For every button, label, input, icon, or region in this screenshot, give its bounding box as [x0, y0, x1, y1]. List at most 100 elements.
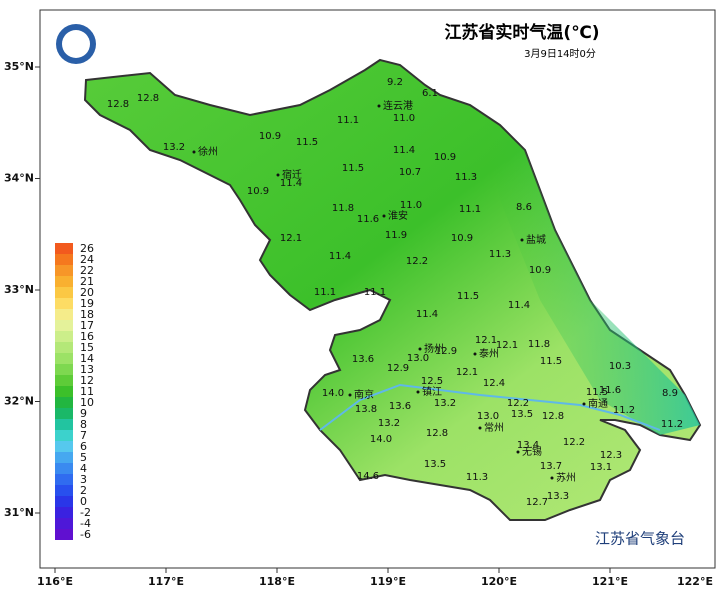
legend-label: 20 — [80, 286, 94, 299]
temperature: 9.2 — [387, 77, 403, 88]
legend-swatch — [55, 331, 73, 342]
temperature: 13.6 — [389, 401, 411, 412]
legend-swatch — [55, 463, 73, 474]
coast-tint — [480, 110, 700, 435]
city-name: 镇江 — [422, 385, 442, 398]
legend-swatch — [55, 474, 73, 485]
legend-swatch — [55, 254, 73, 265]
temperature: 13.2 — [163, 142, 185, 153]
temperature: 11.5 — [342, 163, 364, 174]
legend-swatch — [55, 243, 73, 254]
temperature: 12.8 — [426, 428, 448, 439]
lon-label: 119°E — [370, 575, 406, 588]
temperature: 10.9 — [529, 265, 551, 276]
temperature: 11.5 — [296, 137, 318, 148]
temperature: 12.2 — [507, 398, 529, 409]
city-dot — [418, 347, 422, 351]
city-dot — [516, 450, 520, 454]
temperature: 13.5 — [511, 409, 533, 420]
legend-swatch — [55, 298, 73, 309]
legend-label: 26 — [80, 242, 94, 255]
temperature: 13.6 — [352, 354, 374, 365]
temperature: 11.1 — [337, 115, 359, 126]
legend-label: 18 — [80, 308, 94, 321]
city-dot — [582, 402, 586, 406]
legend-label: 13 — [80, 363, 94, 376]
city-name: 徐州 — [198, 145, 218, 158]
lat-label: 33°N — [4, 283, 34, 296]
lat-label: 35°N — [4, 60, 34, 73]
temperature: 13.0 — [407, 353, 429, 364]
legend-swatch — [55, 265, 73, 276]
legend-swatch — [55, 309, 73, 320]
temperature: 12.1 — [496, 340, 518, 351]
temperature: 13.7 — [540, 461, 562, 472]
city-name: 南京 — [354, 388, 374, 401]
temperature: 11.5 — [586, 387, 608, 398]
temperature: 13.2 — [378, 418, 400, 429]
legend-label: 16 — [80, 330, 94, 343]
legend-label: 19 — [80, 297, 94, 310]
temperature: 13.1 — [590, 462, 612, 473]
legend-label: 2 — [80, 484, 87, 497]
city-dot — [520, 238, 524, 242]
temperature: 11.9 — [385, 230, 407, 241]
temperature: 11.1 — [459, 204, 481, 215]
legend-swatch — [55, 287, 73, 298]
temperature: 13.0 — [477, 411, 499, 422]
legend-swatch — [55, 452, 73, 463]
legend-swatch — [55, 375, 73, 386]
legend-swatch — [55, 419, 73, 430]
title: 江苏省实时气温(℃) — [444, 22, 599, 43]
temperature: 12.9 — [435, 346, 457, 357]
temperature: 12.4 — [483, 378, 505, 389]
legend-swatch — [55, 518, 73, 529]
temperature: 12.3 — [600, 450, 622, 461]
temperature: 12.7 — [526, 497, 548, 508]
temperature: 11.4 — [416, 309, 438, 320]
legend-swatch — [55, 485, 73, 496]
temperature: 12.9 — [387, 363, 409, 374]
lat-label: 34°N — [4, 172, 34, 185]
temperature: 13.8 — [355, 404, 377, 415]
legend-label: 11 — [80, 385, 94, 398]
legend-label: 5 — [80, 451, 87, 464]
legend-swatch — [55, 397, 73, 408]
temperature: 11.3 — [466, 472, 488, 483]
temperature: 12.1 — [456, 367, 478, 378]
legend-swatch — [55, 496, 73, 507]
temperature: 12.5 — [421, 376, 443, 387]
legend-label: 14 — [80, 352, 94, 365]
legend-label: -6 — [80, 528, 91, 541]
city-dot — [478, 426, 482, 430]
temperature: 11.0 — [400, 200, 422, 211]
legend-swatch — [55, 529, 73, 540]
legend-swatch — [55, 276, 73, 287]
legend-swatch — [55, 430, 73, 441]
yangtze-river — [319, 383, 661, 431]
city-name: 常州 — [484, 421, 504, 434]
temperature: 11.3 — [455, 172, 477, 183]
lon-label: 120°E — [481, 575, 517, 588]
temperature: 11.3 — [489, 249, 511, 260]
footer: 江苏省气象台 — [595, 530, 685, 548]
lat-label: 31°N — [4, 506, 34, 519]
temperature: 12.1 — [475, 335, 497, 346]
legend-swatch — [55, 342, 73, 353]
temperature: 11.2 — [661, 419, 683, 430]
city-name: 扬州 — [424, 342, 444, 355]
city-name: 宿迁 — [282, 168, 302, 181]
temperature: 11.4 — [280, 178, 302, 189]
temperature: 12.8 — [137, 93, 159, 104]
temperature: 11.8 — [332, 203, 354, 214]
legend-label: 12 — [80, 374, 94, 387]
subtitle: 3月9日14时0分 — [524, 48, 596, 60]
temperature: 14.6 — [357, 471, 379, 482]
temperature: 8.6 — [516, 202, 532, 213]
city-dot — [276, 173, 280, 177]
temperature: 11.0 — [393, 113, 415, 124]
temperature: 14.0 — [370, 434, 392, 445]
legend-label: 8 — [80, 418, 87, 431]
temperature: 10.7 — [399, 167, 421, 178]
